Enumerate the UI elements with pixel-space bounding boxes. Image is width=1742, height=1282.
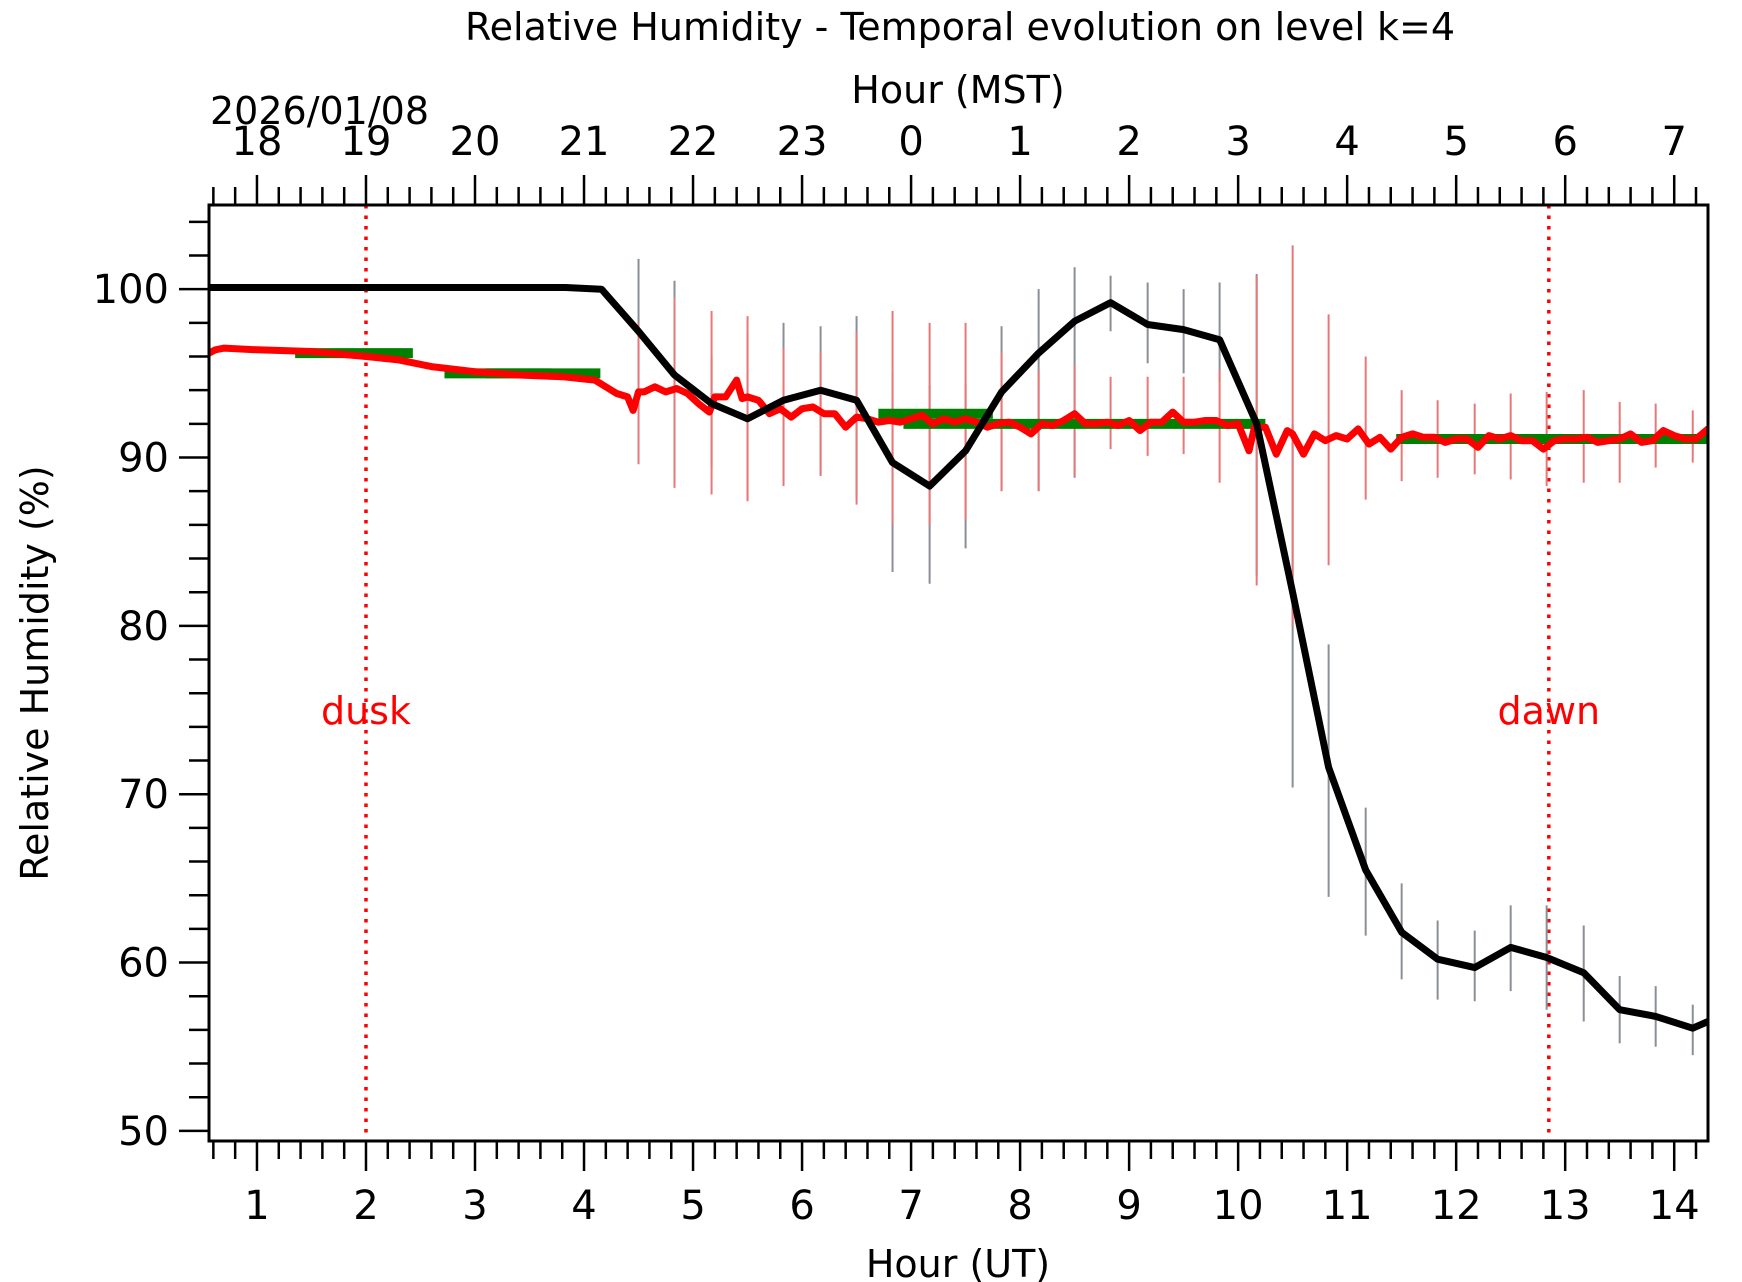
x-tick-label: 11 [1322,1183,1373,1229]
x2-axis-title: Hour (MST) [851,68,1064,112]
y-tick-label: 90 [118,436,169,482]
x2-tick-label: 2 [1116,119,1141,165]
x2-tick-label: 4 [1334,119,1359,165]
y-tick-label: 80 [118,604,169,650]
x2-tick-label: 22 [668,119,719,165]
observed-line [209,344,1708,458]
x-tick-label: 10 [1213,1183,1264,1229]
x-tick-label: 6 [789,1183,814,1229]
x-tick-label: 1 [244,1183,269,1229]
x2-tick-label: 6 [1552,119,1577,165]
x-tick-label: 4 [571,1183,596,1229]
y-tick-label: 60 [118,941,169,987]
x2-tick-label: 1 [1007,119,1032,165]
x2-tick-label: 23 [777,119,828,165]
dawn-label: dawn [1498,689,1601,733]
x-tick-label: 8 [1007,1183,1032,1229]
x-axis-title: Hour (UT) [866,1242,1050,1282]
model-line [209,284,1708,1032]
x2-tick-label: 20 [450,119,501,165]
x2-tick-label: 3 [1225,119,1250,165]
y-tick-label: 70 [118,772,169,818]
x-tick-label: 12 [1431,1183,1482,1229]
x-tick-label: 2 [353,1183,378,1229]
y-axis-title: Relative Humidity (%) [13,465,57,880]
x2-tick-label: 19 [341,119,392,165]
y-tick-label: 50 [118,1109,169,1155]
x-tick-label: 7 [898,1183,923,1229]
x2-tick-label: 7 [1661,119,1686,165]
y-tick-label: 100 [93,267,169,313]
x-tick-label: 5 [680,1183,705,1229]
plot-area [209,205,1708,1141]
plot-frame [207,203,1710,1143]
x2-tick-label: 0 [898,119,923,165]
x2-tick-label: 21 [559,119,610,165]
chart-title: Relative Humidity - Temporal evolution o… [465,5,1455,49]
x2-tick-label: 18 [232,119,283,165]
dusk-label: dusk [321,689,411,733]
x-tick-label: 9 [1116,1183,1141,1229]
x-tick-label: 14 [1649,1183,1700,1229]
x-tick-label: 13 [1540,1183,1591,1229]
date-label: 2026/01/08 [210,89,429,133]
x2-tick-label: 5 [1443,119,1468,165]
x-tick-label: 3 [462,1183,487,1229]
